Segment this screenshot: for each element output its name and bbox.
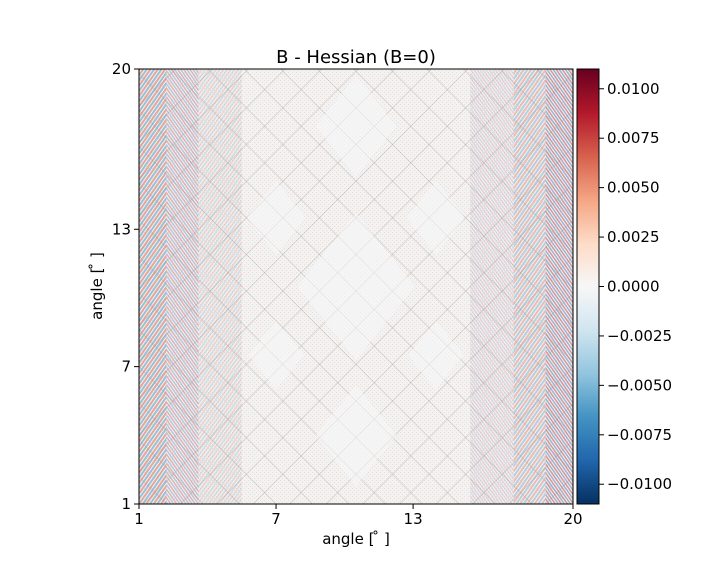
heatmap: [139, 69, 573, 504]
heatmap-smooth-cell-2: [315, 384, 397, 486]
lattice-line-down: [139, 256, 386, 504]
colorbar-tick-label-6: 0.0050: [607, 179, 660, 197]
lattice-line-down: [316, 69, 573, 326]
lattice-line-up: [362, 292, 573, 504]
colorbar-tick-label-8: 0.0100: [607, 80, 660, 98]
colorbar-tick-label-0: −0.0100: [607, 475, 672, 493]
lattice-line-up: [399, 329, 573, 504]
heatmap-smooth-cell-4: [406, 181, 466, 255]
lattice-line-down: [139, 329, 313, 504]
lattice-line-down: [139, 146, 496, 504]
y-tick-label-7: 7: [121, 358, 131, 376]
lattice-line-down: [426, 69, 573, 217]
heatmap-smooth-cell-5: [248, 320, 304, 390]
lattice-line-up: [139, 69, 469, 400]
lattice-line-up: [435, 366, 573, 504]
lattice-line-down: [243, 69, 573, 400]
x-tick-label-7: 7: [271, 510, 281, 528]
x-axis-label: angle [ ̊ ]: [322, 530, 390, 548]
lattice-line-down: [499, 69, 573, 143]
colorbar-tick-label-1: −0.0075: [607, 426, 672, 444]
heatmap-smooth-cell-3: [246, 181, 306, 255]
lattice-line-down: [207, 69, 573, 436]
lattice-line-up: [472, 402, 573, 504]
lattice-line-up: [139, 69, 249, 180]
colorbar-tick-label-7: 0.0075: [607, 129, 660, 147]
lattice-line-down: [139, 366, 277, 504]
lattice-line-up: [139, 69, 213, 143]
lattice-line-up: [139, 69, 396, 326]
colorbar-tick-label-4: 0.0000: [607, 278, 660, 296]
colorbar-tick-label-2: −0.0050: [607, 376, 672, 394]
lattice-line-up: [216, 146, 573, 504]
lattice-line-up: [139, 69, 140, 70]
lattice-line-up: [139, 69, 359, 290]
lattice-line-up: [326, 256, 573, 504]
lattice-line-down: [389, 69, 573, 253]
lattice-line-up: [139, 69, 286, 217]
colorbar-tick-label-5: 0.0025: [607, 228, 660, 246]
y-tick-label-1: 1: [121, 495, 131, 513]
y-tick-label-20: 20: [112, 60, 131, 78]
lattice-line-up: [139, 69, 323, 253]
lattice-line-down: [353, 69, 573, 290]
lattice-line-down: [139, 292, 350, 504]
heatmap-lattice: [139, 69, 573, 504]
y-axis: 1 7 13 20: [112, 60, 139, 513]
chart-title: B - Hessian (B=0): [276, 47, 436, 68]
lattice-line-up: [139, 69, 505, 436]
plot-frame: [138, 68, 574, 505]
y-axis-label: angle [ ̊ ]: [88, 252, 106, 320]
colorbar-ticks: −0.0100 −0.0075 −0.0050 −0.0025 0.0000 0.0025…: [599, 80, 672, 493]
colorbar-tick-label-3: −0.0025: [607, 327, 672, 345]
heatmap-smooth-cell-0: [297, 213, 415, 360]
x-tick-label-1: 1: [134, 510, 144, 528]
lattice-line-down: [463, 69, 573, 180]
colorbar: [576, 68, 600, 505]
x-tick-label-13: 13: [404, 510, 423, 528]
x-axis: 1 7 13 20: [134, 504, 583, 528]
heatmap-smooth-cell-6: [408, 320, 464, 390]
x-tick-label-20: 20: [563, 510, 582, 528]
lattice-line-down: [139, 402, 240, 504]
heatmap-smooth-cell-1: [315, 75, 397, 177]
y-tick-label-13: 13: [112, 220, 131, 238]
